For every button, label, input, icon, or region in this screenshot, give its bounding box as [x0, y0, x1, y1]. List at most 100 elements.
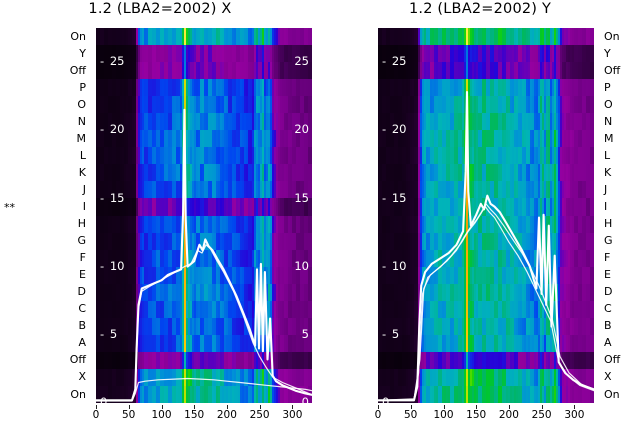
category-tick-label: E — [79, 268, 86, 282]
y-tick-label-right: 5 — [301, 326, 309, 341]
category-tick-label: D — [604, 285, 613, 299]
category-tick-label: F — [79, 251, 86, 265]
panel-y: 1.2 (LBA2=2002) Y — [320, 0, 640, 440]
category-axis-left: On Y Off P O N M L K J I ** H G F E D C B A Off X On — [0, 28, 92, 403]
y-tick-dash: - — [100, 258, 110, 273]
category-tick-label: X — [604, 370, 612, 384]
category-axis-right: On Y Off P O N M L K J I H G F E D C B A Off X On — [598, 28, 640, 403]
category-tick-label: Y — [604, 46, 611, 60]
x-tick-mark — [476, 405, 478, 409]
y-tick-dash: - — [100, 122, 110, 137]
category-tick-label: F — [604, 251, 611, 265]
x-axis-x: 0 50 100 150 200 250 300 — [93, 405, 312, 427]
y-tick-label: - 10 — [382, 258, 407, 273]
category-tick-label: A — [604, 336, 612, 350]
y-tick-label: - 25 — [382, 54, 407, 69]
category-tick-label: J — [604, 182, 608, 196]
x-tick-mark — [96, 405, 97, 409]
x-tick-mark — [259, 405, 261, 409]
x-tick-mark — [508, 405, 510, 409]
category-tick-label: Off — [604, 63, 621, 77]
heatmap-x: - 25 25 - 20 20 - 15 15 - 10 10 - 5 5 0 0 — [96, 28, 312, 403]
category-tick-label: On — [604, 387, 620, 401]
category-tick-label: On — [70, 29, 86, 43]
trace-main-trace — [378, 91, 594, 402]
category-tick-label: X — [78, 370, 86, 384]
y-tick-dash: - — [382, 54, 392, 69]
category-tick-label: E — [604, 268, 611, 282]
x-tick-mark — [574, 405, 576, 409]
x-tick-label: 250 — [531, 409, 552, 421]
x-tick-mark — [292, 405, 294, 409]
y-tick-dash: - — [100, 326, 110, 341]
y-tick-label-right: 15 — [294, 190, 309, 205]
category-tick-label: M — [604, 131, 614, 145]
x-tick-label: 50 — [122, 409, 136, 421]
category-tick-label: Off — [69, 63, 86, 77]
y-tick-dash: - — [382, 326, 392, 341]
y-tick-label: - 15 — [382, 190, 407, 205]
y-tick-label: 0 — [382, 395, 390, 403]
x-tick-label: 100 — [433, 409, 454, 421]
x-tick-mark — [410, 405, 412, 409]
panel-y-title: 1.2 (LBA2=2002) Y — [408, 1, 552, 17]
category-tick-label: O — [77, 97, 86, 111]
x-tick-mark — [378, 405, 379, 409]
category-tick-label: H — [77, 217, 86, 230]
category-tick-label: J — [82, 182, 86, 196]
x-tick-mark — [541, 405, 543, 409]
y-tick-label-right: 10 — [294, 258, 309, 273]
category-tick-label: Off — [69, 353, 86, 367]
category-tick-label: L — [604, 148, 611, 162]
category-tick-label: Y — [79, 46, 86, 60]
x-tick-mark — [226, 405, 228, 409]
x-tick-mark — [128, 405, 130, 409]
y-tick-dash: - — [382, 258, 392, 273]
x-tick-label: 300 — [282, 409, 303, 421]
y-tick-label: - 5 — [382, 326, 400, 341]
category-tick-label: G — [77, 234, 86, 248]
category-tick-label: O — [604, 97, 613, 111]
category-tick-label: I — [82, 200, 86, 213]
category-tick-label: Off — [604, 353, 621, 367]
y-tick-label: - 5 — [100, 326, 118, 341]
category-tick-label: On — [70, 387, 86, 401]
x-tick-mark — [443, 405, 445, 409]
category-tick-label: B — [78, 319, 86, 333]
y-tick-label: - 20 — [382, 122, 407, 137]
trace-main-trace — [96, 108, 312, 402]
category-tick-label: I — [604, 200, 608, 213]
y-tick-dash: - — [100, 54, 110, 69]
x-tick-label: 150 — [184, 409, 205, 421]
category-tick-label: B — [604, 319, 612, 333]
category-tick-label: C — [604, 302, 612, 316]
heatmap-y: - 25 - 20 - 15 - 10 - 5 0 — [378, 28, 594, 403]
y-tick-label-right: 0 — [301, 395, 309, 403]
category-tick-label: G — [604, 234, 613, 248]
y-tick-label: - 20 — [100, 122, 125, 137]
category-tick-label: P — [79, 80, 86, 94]
panel-x-title: 1.2 (LBA2=2002) X — [88, 1, 232, 17]
category-marker-asterisks: ** — [4, 201, 15, 214]
x-tick-label: 50 — [404, 409, 418, 421]
category-tick-label: C — [78, 302, 86, 316]
x-tick-label: 200 — [498, 409, 519, 421]
category-tick-label: A — [78, 336, 86, 350]
y-tick-label: - 25 — [100, 54, 125, 69]
x-axis-y: 0 50 100 150 200 250 300 — [374, 405, 594, 427]
y-tick-dash: - — [100, 190, 110, 205]
x-tick-label: 100 — [151, 409, 172, 421]
trace-trace-shadow-a — [378, 203, 594, 401]
category-tick-label: D — [77, 285, 86, 299]
y-tick-dash: - — [382, 190, 392, 205]
x-tick-mark — [194, 405, 196, 409]
y-tick-label: - 10 — [100, 258, 125, 273]
y-tick-label-right: 25 — [294, 54, 309, 69]
panel-x: 1.2 (LBA2=2002) X — [88, 1, 232, 17]
x-tick-label: 150 — [466, 409, 487, 421]
trace-baseline-trace — [96, 377, 312, 402]
category-tick-label: N — [77, 114, 86, 128]
x-tick-label: 0 — [374, 409, 382, 421]
y-tick-dash: - — [382, 122, 392, 137]
